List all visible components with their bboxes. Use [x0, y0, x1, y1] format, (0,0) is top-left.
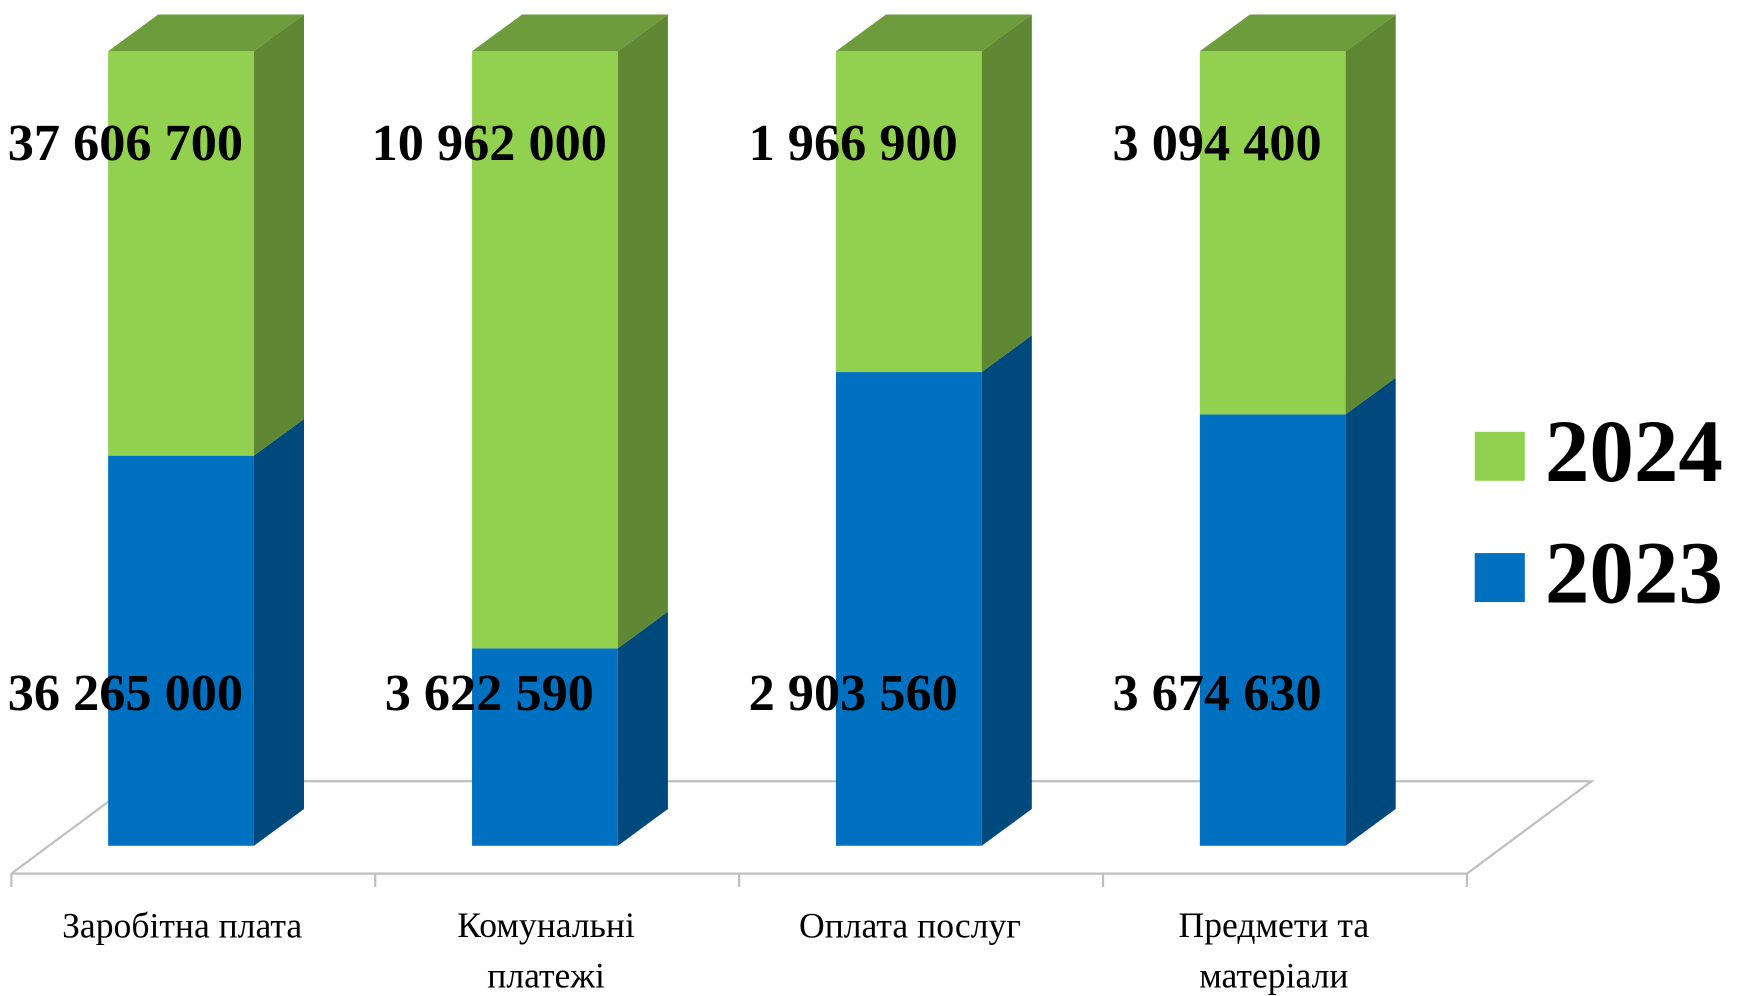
bar-side [253, 418, 305, 846]
bar-front [835, 372, 982, 846]
data-label: 36 265 000 [8, 664, 243, 722]
bar-front [472, 51, 618, 649]
bar-side [981, 335, 1032, 846]
data-label: 1 966 900 [749, 114, 958, 172]
bar [108, 14, 305, 456]
floor [10, 780, 1595, 875]
bar-front [835, 51, 982, 373]
bar-front [1199, 414, 1346, 846]
x-tick-label: Заробітна плата [62, 905, 302, 945]
legend-label: 2023 [1545, 524, 1723, 622]
bar [472, 611, 668, 846]
data-label: 3 674 630 [1113, 664, 1322, 722]
bar [835, 14, 1032, 373]
bar-top [1199, 14, 1396, 52]
bar-front [108, 455, 254, 846]
x-tick-label: Предмети та матеріали [1179, 905, 1370, 995]
x-tick-label: Оплата послуг [799, 905, 1021, 945]
x-tick-label: Комунальні платежі [457, 905, 635, 995]
bar-top [472, 14, 668, 52]
bar-side [617, 611, 668, 846]
bar-top [835, 14, 1032, 52]
bar-side [253, 14, 305, 456]
floor-outline [10, 780, 1595, 875]
bar [835, 335, 1032, 846]
bar-front [1199, 51, 1346, 415]
data-label: 10 962 000 [372, 114, 607, 172]
legend-swatch [1474, 553, 1525, 603]
bar [472, 14, 668, 649]
bar [1199, 14, 1396, 415]
bar-side [1345, 377, 1396, 846]
bar-front [472, 648, 618, 846]
bar-front [108, 51, 254, 456]
data-label: 3 094 400 [1113, 114, 1322, 172]
bar-side [1345, 14, 1396, 415]
legend-label: 2024 [1545, 403, 1723, 501]
data-label: 37 606 700 [8, 114, 243, 172]
legend-swatch [1474, 431, 1525, 481]
bar-side [617, 14, 668, 649]
bar [108, 418, 305, 846]
data-label: 2 903 560 [749, 664, 958, 722]
data-label: 3 622 590 [385, 664, 594, 722]
bar-top [108, 14, 305, 52]
bar-side [981, 14, 1032, 373]
bar [1199, 377, 1396, 846]
